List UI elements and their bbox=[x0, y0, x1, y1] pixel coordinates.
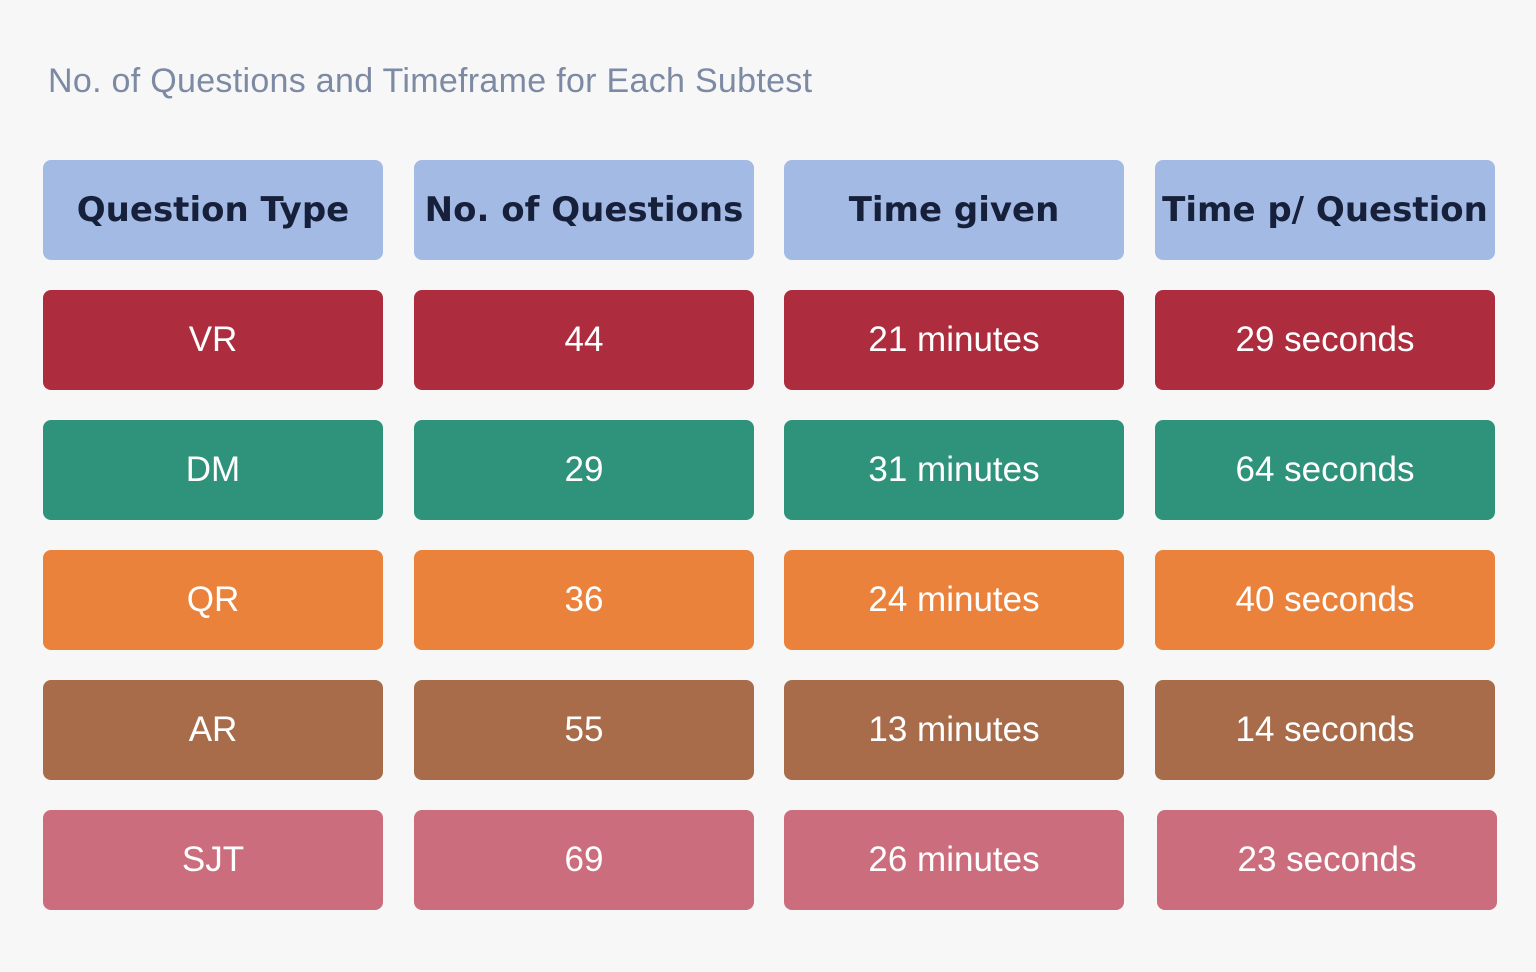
table-cell: DM bbox=[43, 420, 383, 520]
table-cell: QR bbox=[43, 550, 383, 650]
column-header: No. of Questions bbox=[414, 160, 754, 260]
table-cell: 21 minutes bbox=[784, 290, 1124, 390]
table-cell: 29 seconds bbox=[1155, 290, 1495, 390]
table-title: No. of Questions and Timeframe for Each … bbox=[48, 62, 813, 100]
table-cell: 13 minutes bbox=[784, 680, 1124, 780]
column-header: Time p/ Question bbox=[1155, 160, 1495, 260]
table-cell: 29 bbox=[414, 420, 754, 520]
table-cell: 23 seconds bbox=[1157, 810, 1497, 910]
table-cell: 44 bbox=[414, 290, 754, 390]
table-cell: VR bbox=[43, 290, 383, 390]
column-header: Question Type bbox=[43, 160, 383, 260]
table-cell: 64 seconds bbox=[1155, 420, 1495, 520]
table-cell: 31 minutes bbox=[784, 420, 1124, 520]
table-cell: 26 minutes bbox=[784, 810, 1124, 910]
table-cell: 55 bbox=[414, 680, 754, 780]
table-cell: 69 bbox=[414, 810, 754, 910]
table-cell: SJT bbox=[43, 810, 383, 910]
table-cell: 24 minutes bbox=[784, 550, 1124, 650]
table-cell: 36 bbox=[414, 550, 754, 650]
table-cell: 40 seconds bbox=[1155, 550, 1495, 650]
column-header: Time given bbox=[784, 160, 1124, 260]
table-cell: AR bbox=[43, 680, 383, 780]
table-cell: 14 seconds bbox=[1155, 680, 1495, 780]
